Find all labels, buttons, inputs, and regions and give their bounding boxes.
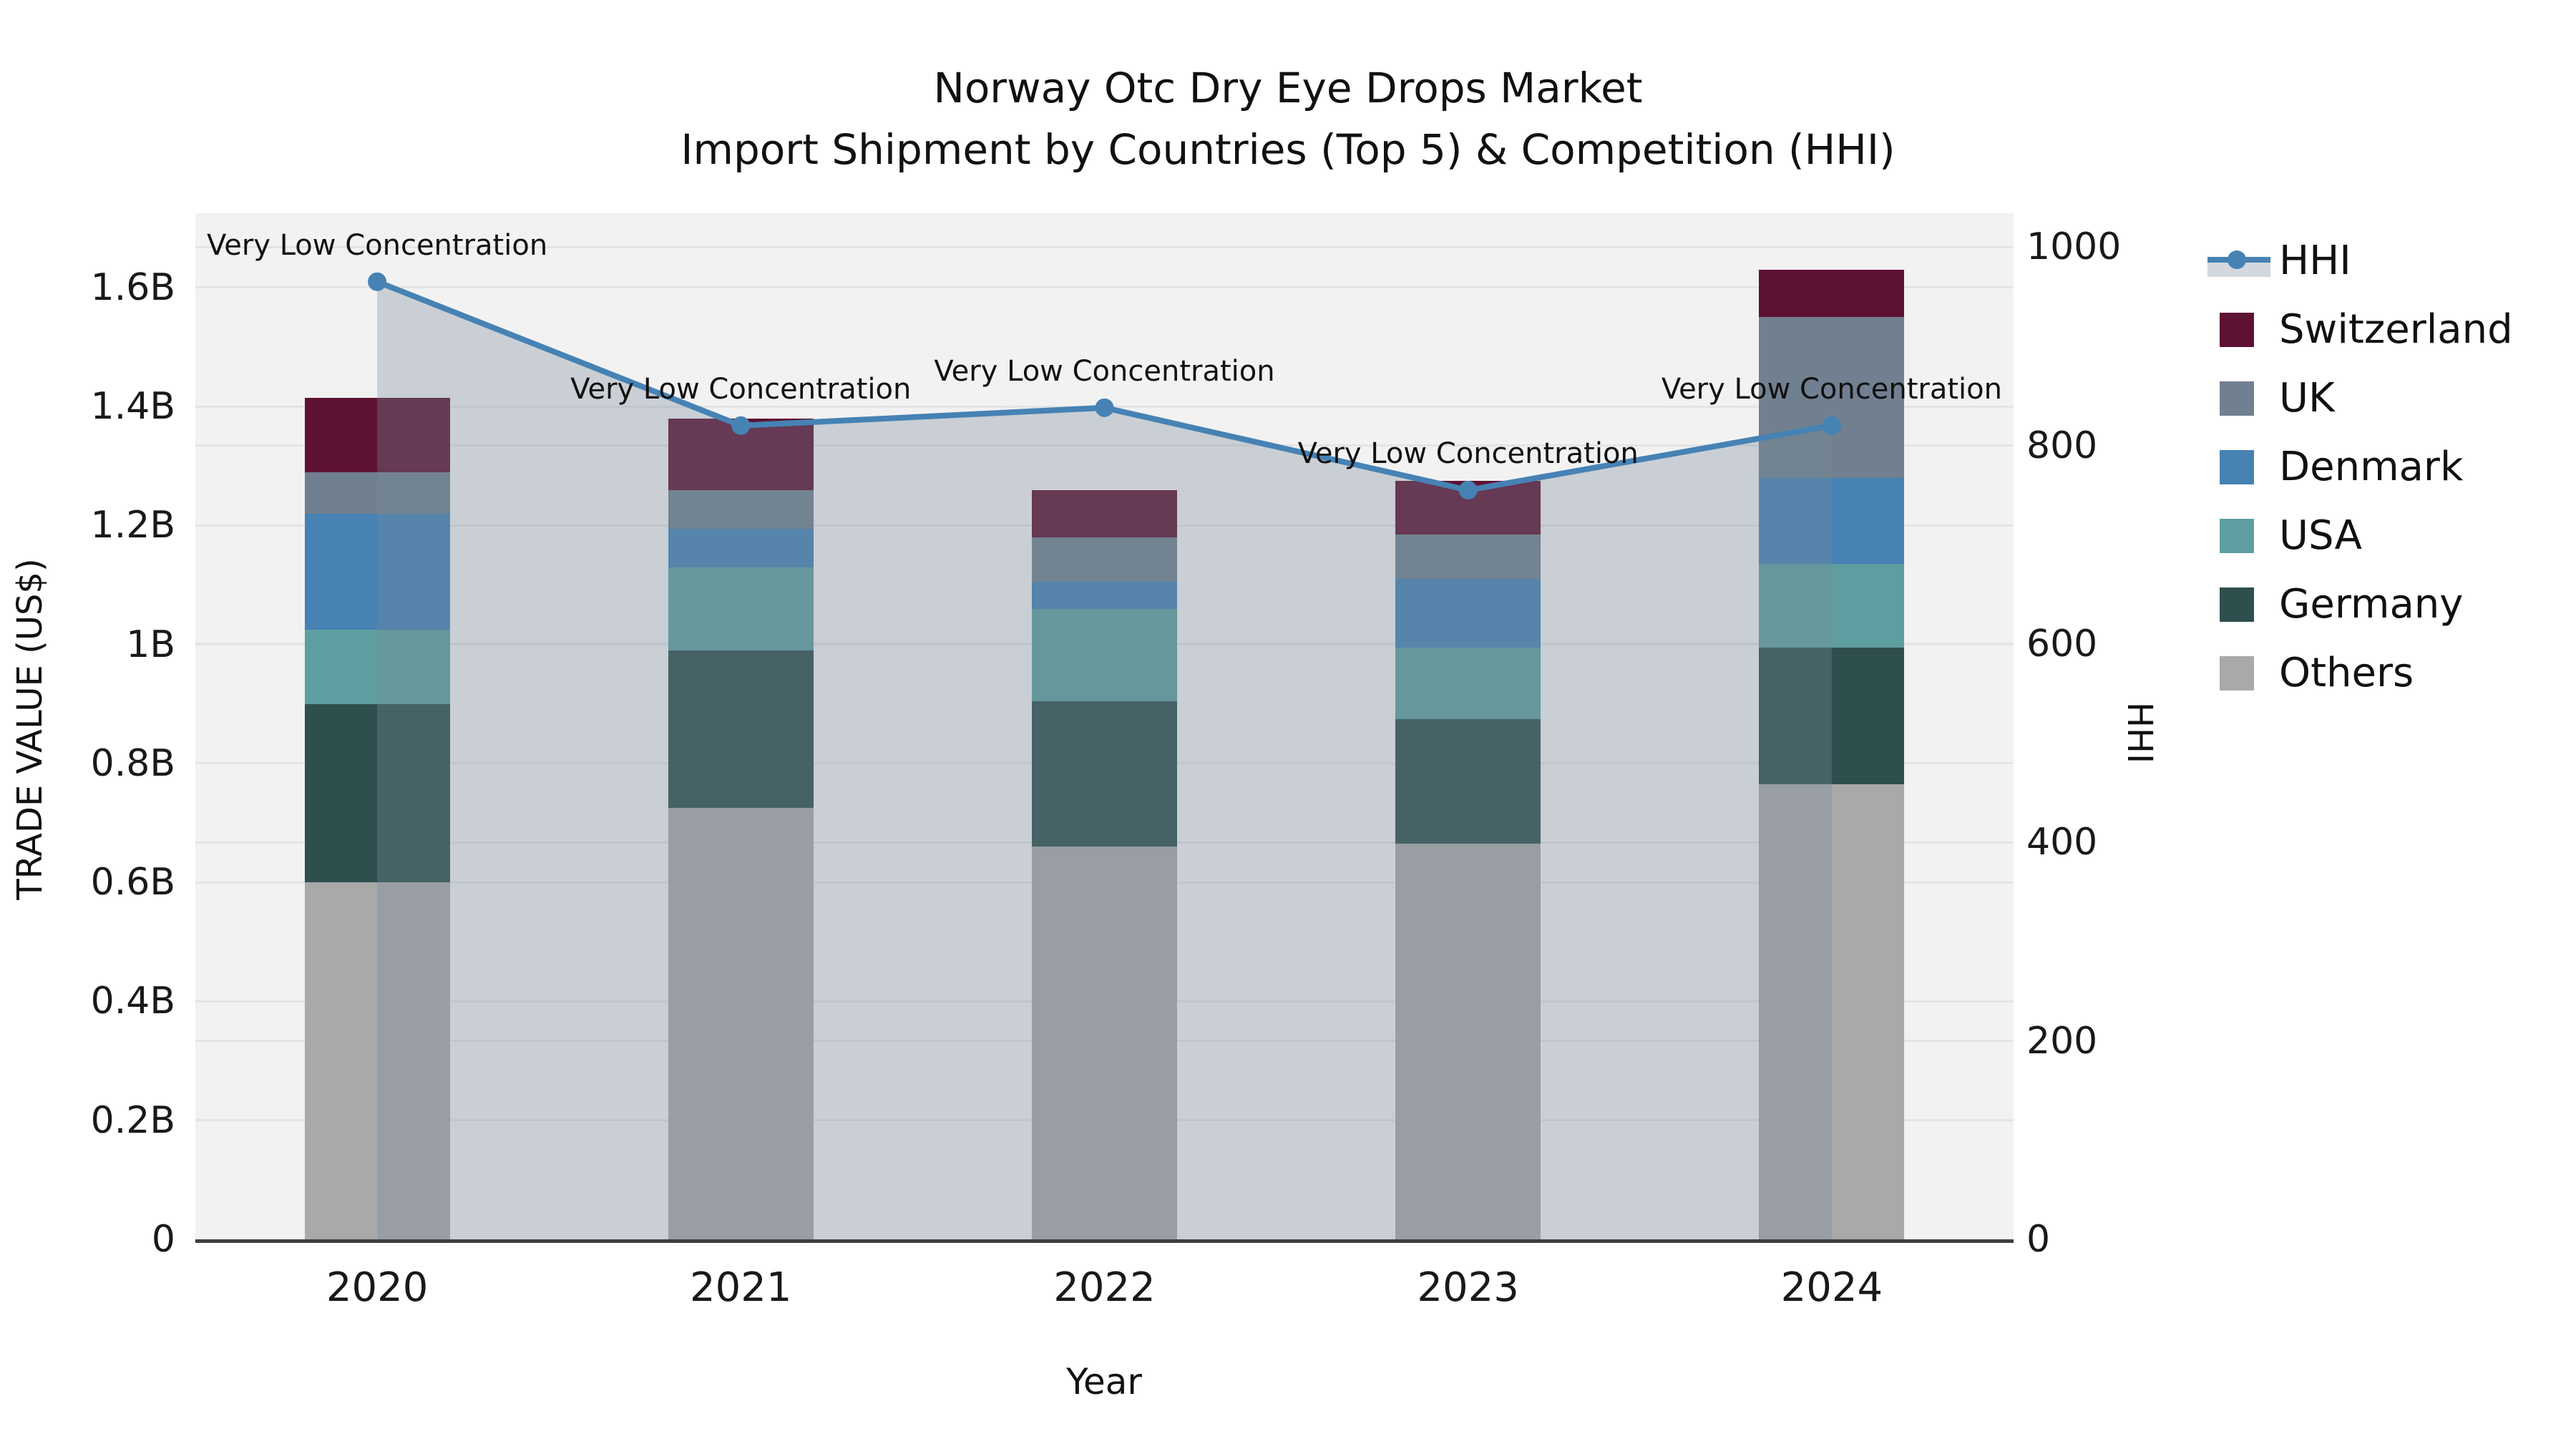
gridline-left-1.6B [195,286,2014,289]
bar-segment-germany-2022 [1032,701,1177,847]
bar-segment-usa-2021 [668,567,814,650]
bar-segment-uk-2024 [1759,317,1905,478]
legend-marker-dot [2228,250,2246,269]
bar-segment-usa-2023 [1395,647,1541,719]
annotation-2023: Very Low Concentration [1297,436,1639,470]
legend-line-sample-icon [2207,227,2270,296]
bar-segment-germany-2020 [304,703,450,883]
legend-item-usa: USA [2207,502,2576,570]
x-tick-2022: 2022 [1053,1264,1156,1311]
legend-item-denmark: Denmark [2207,433,2576,502]
legend-swatch-switzerland [2220,313,2254,347]
legend-item-uk: UK [2207,364,2576,433]
bar-segment-denmark-2023 [1395,579,1541,648]
x-tick-2023: 2023 [1417,1264,1519,1311]
bar-segment-germany-2023 [1395,718,1541,844]
y-right-tick-0: 0 [2026,1218,2051,1261]
y-right-tick-800: 800 [2026,424,2098,467]
hhi-marker-2020 [368,272,387,291]
bar-segment-uk-2023 [1395,534,1541,580]
legend-item-hhi: HHI [2207,227,2576,296]
y-left-tick-1.4B: 1.4B [90,385,175,429]
hhi-marker-2021 [731,416,751,435]
legend-label-others: Others [2279,650,2414,696]
x-tick-2021: 2021 [690,1264,792,1311]
chart-title: Norway Otc Dry Eye Drops Market Import S… [0,63,2576,175]
bar-segment-others-2024 [1759,784,1905,1239]
y-left-tick-0.8B: 0.8B [90,741,175,785]
y-left-tick-1.6B: 1.6B [90,265,175,309]
gridline-right-800 [195,444,2014,447]
hhi-area-fill [377,281,1832,1240]
y-right-tick-1000: 1000 [2026,225,2122,269]
bar-segment-denmark-2022 [1032,582,1177,609]
bar-segment-others-2022 [1032,847,1177,1239]
hhi-marker-2023 [1458,480,1478,499]
chart-title-line1: Norway Otc Dry Eye Drops Market [933,64,1643,112]
gridline-right-1000 [195,245,2014,248]
legend-label-uk: UK [2279,375,2335,421]
legend-swatch-others [2220,656,2254,691]
bar-segment-others-2023 [1395,844,1541,1239]
plot-area [195,213,2014,1239]
bar-segment-others-2020 [304,882,450,1239]
legend-swatch-usa [2220,519,2254,553]
hhi-line-layer [368,272,1841,1240]
bar-segment-others-2021 [668,808,814,1239]
x-axis-line [195,1239,2014,1243]
hhi-marker-2024 [1822,416,1841,435]
y-left-tick-0.6B: 0.6B [90,861,175,904]
legend-label-hhi: HHI [2279,238,2351,284]
bar-segment-denmark-2021 [668,528,814,567]
y-left-tick-0.2B: 0.2B [90,1098,175,1142]
y-right-tick-200: 200 [2026,1019,2098,1063]
legend-label-germany: Germany [2279,581,2464,628]
legend-swatch-germany [2220,587,2254,622]
legend-label-switzerland: Switzerland [2279,306,2513,353]
x-axis-title: Year [1066,1361,1142,1402]
x-tick-2024: 2024 [1780,1264,1883,1311]
bar-segment-switzerland-2022 [1032,489,1177,538]
annotation-2021: Very Low Concentration [570,372,912,406]
legend-swatch-denmark [2220,450,2254,484]
annotation-2020: Very Low Concentration [207,228,548,262]
x-tick-2020: 2020 [326,1264,429,1311]
bar-segment-germany-2021 [668,650,814,809]
bar-segment-usa-2022 [1032,608,1177,701]
bar-segment-switzerland-2024 [1759,269,1905,318]
y-left-tick-0: 0 [151,1218,175,1261]
legend-item-others: Others [2207,639,2576,708]
legend-item-switzerland: Switzerland [2207,296,2576,364]
legend-item-germany: Germany [2207,570,2576,639]
annotation-2022: Very Low Concentration [934,354,1275,388]
bar-segment-usa-2020 [304,629,450,704]
bar-segment-germany-2024 [1759,647,1905,785]
y-axis-left-title: TRADE VALUE (US$) [10,558,50,900]
bar-segment-switzerland-2020 [304,397,450,472]
bar-segment-uk-2020 [304,472,450,514]
bar-segment-uk-2022 [1032,537,1177,582]
bar-segment-uk-2021 [668,489,814,529]
chart-title-line2: Import Shipment by Countries (Top 5) & C… [680,125,1896,174]
annotation-2024: Very Low Concentration [1661,372,2002,406]
y-axis-right-title: HHI [2119,701,2160,764]
bar-segment-usa-2024 [1759,564,1905,648]
y-left-tick-0.4B: 0.4B [90,980,175,1023]
legend-label-denmark: Denmark [2279,444,2464,490]
y-right-tick-600: 600 [2026,622,2098,665]
bar-segment-denmark-2024 [1759,477,1905,565]
y-right-tick-400: 400 [2026,821,2098,864]
legend-label-usa: USA [2279,512,2362,559]
legend-swatch-uk [2220,381,2254,416]
bar-segment-denmark-2020 [304,513,450,630]
y-left-tick-1.2B: 1.2B [90,504,175,547]
y-left-tick-1B: 1B [126,623,175,666]
hhi-marker-2022 [1095,398,1114,417]
